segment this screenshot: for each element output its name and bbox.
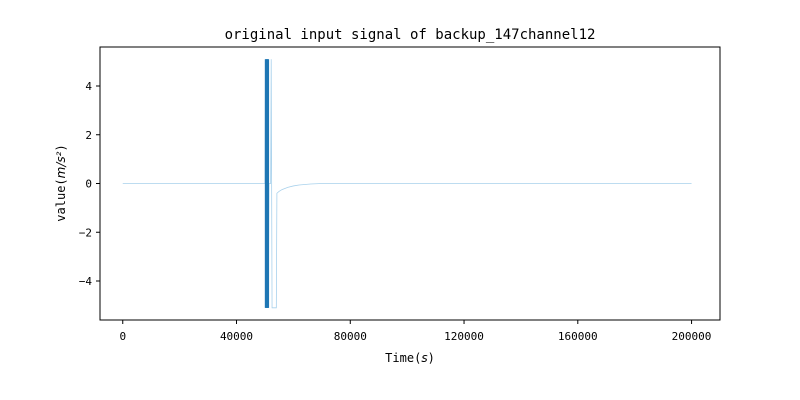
x-tick-label: 40000	[220, 330, 253, 343]
series-line	[122, 59, 692, 309]
y-tick-label: −2	[79, 226, 92, 239]
y-axis-unit: m/s²	[54, 151, 68, 178]
x-axis: 0 40000 80000 120000 160000 200000	[119, 320, 711, 343]
x-axis-unit: s	[421, 351, 427, 365]
x-axis-label-close-paren: )	[428, 351, 435, 365]
chart-title: original input signal of backup_147chann…	[225, 27, 596, 43]
y-tick-label: 4	[85, 80, 92, 93]
y-tick-label: 0	[85, 178, 92, 191]
y-axis-label-text: value	[54, 186, 68, 222]
x-tick-label: 120000	[444, 330, 484, 343]
y-axis-label-open-paren: (	[54, 178, 68, 185]
x-tick-label: 160000	[558, 330, 598, 343]
y-axis-label-close-paren: )	[54, 144, 68, 151]
y-axis-label: value(m/s²)	[54, 144, 68, 221]
x-tick-label: 80000	[334, 330, 367, 343]
x-tick-label: 200000	[672, 330, 712, 343]
y-axis: −4 −2 0 2 4	[79, 80, 100, 288]
x-axis-label: Time(s)	[385, 351, 435, 365]
y-tick-label: −4	[79, 275, 93, 288]
x-axis-label-text: Time	[385, 351, 414, 365]
plot-area	[122, 59, 692, 309]
x-axis-label-open-paren: (	[414, 351, 421, 365]
y-tick-label: 2	[85, 129, 92, 142]
x-tick-label: 0	[119, 330, 126, 343]
